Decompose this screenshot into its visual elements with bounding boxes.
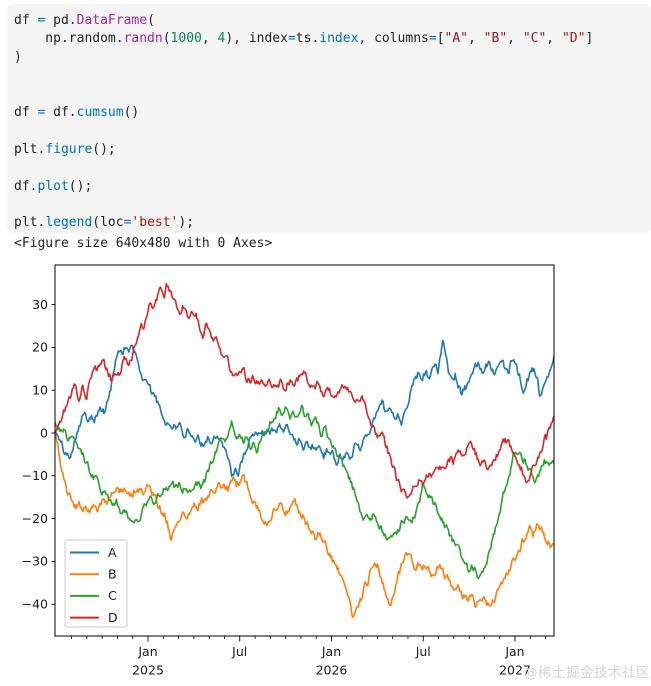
python-code-cell: df = pd.DataFrame( np.random.randn(1000,… [7,4,651,233]
code-line: plt.legend(loc='best'); [14,215,195,231]
series-B-line [55,432,554,619]
code-line: ) [14,49,22,65]
y-tick-label: −30 [22,554,48,569]
x-tick-year-label: 2027 [499,663,531,678]
code-line [14,67,651,85]
y-axis: 30 20 10 0 −10 −20 −30 −40 [22,297,55,612]
y-tick-label: −10 [22,468,48,483]
y-tick-label: 0 [40,425,48,440]
x-tick-label: Jan [137,644,157,659]
x-tick-label: Jul [415,644,431,659]
legend-label-B: B [108,567,117,582]
x-tick-year-label: 2026 [316,663,348,678]
plot-series [55,282,554,619]
code-line: plt.figure(); [14,141,116,157]
figure-size-output: <Figure size 640x480 with 0 Axes> [14,236,273,251]
x-axis: Jan 2025 Jul Jan 2026 Jul Jan 2027 [71,636,547,678]
axes-border [54,264,555,637]
x-tick-label: Jan [321,644,341,659]
y-tick-label: 30 [32,297,48,312]
legend-label-C: C [108,588,117,603]
legend-box [64,539,128,628]
y-tick-label: 20 [32,340,48,355]
code-block: df = pd.DataFrame( np.random.randn(1000,… [14,12,651,233]
y-tick-label: 10 [32,383,48,398]
series-A-line [55,339,554,478]
code-line [14,159,651,177]
watermark-text: @稀土掘金技术社区 [524,665,650,681]
x-tick-label: Jul [231,644,247,659]
y-tick-label: −40 [22,597,48,612]
legend-label-D: D [108,610,118,625]
y-tick-label: −20 [22,511,48,526]
code-line: df = df.cumsum() [14,105,140,121]
code-line: np.random.randn(1000, 4), index=ts.index… [14,31,594,47]
code-line: df = pd.DataFrame( [14,13,155,28]
x-tick-year-label: 2025 [132,663,164,678]
series-D-line [55,282,554,499]
legend-label-A: A [108,545,117,560]
series-C-line [55,404,554,580]
code-line [14,122,651,140]
code-line [14,86,651,104]
x-tick-label: Jan [504,644,524,659]
code-line [14,196,651,214]
code-line: df.plot(); [14,178,93,194]
